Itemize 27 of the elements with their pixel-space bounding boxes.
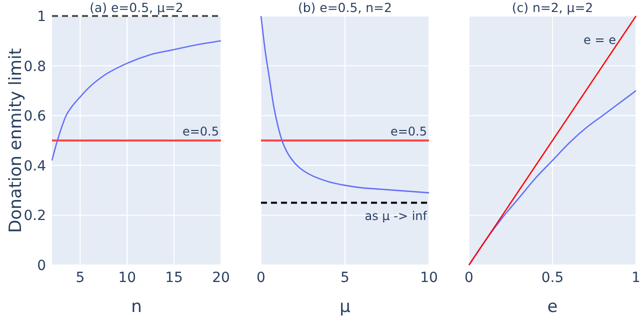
ref-line-label: e=0.5 <box>390 124 427 138</box>
ref-line-label: e=0.5 <box>182 124 219 138</box>
x-tick-label: 20 <box>212 270 230 286</box>
x-axis-title: n <box>131 297 142 317</box>
chart-title: (c) n=2, μ=2 <box>512 0 594 15</box>
y-axis-title: Donation enmity limit <box>6 48 26 233</box>
x-axis-title: μ <box>340 297 351 317</box>
chart-title: (b) e=0.5, n=2 <box>298 0 392 15</box>
chart-title: (a) e=0.5, μ=2 <box>90 0 184 15</box>
y-tick-label: 0.6 <box>24 108 46 125</box>
series-label: e = e <box>584 33 616 47</box>
ref-line-label: as μ -> inf <box>364 208 428 223</box>
y-tick-label: 1 <box>37 9 46 25</box>
x-tick-label: 15 <box>165 270 183 286</box>
y-tick-label: 0.2 <box>24 208 46 224</box>
x-tick-label: 0 <box>256 270 266 286</box>
y-tick-label: 0 <box>37 258 46 274</box>
x-tick-label: 0 <box>464 270 474 286</box>
x-tick-label: 1 <box>632 270 640 286</box>
y-tick-label: 0.4 <box>24 158 46 174</box>
x-tick-label: 5 <box>340 270 350 286</box>
x-tick-label: 5 <box>76 270 85 286</box>
x-tick-label: 0.5 <box>541 270 564 286</box>
x-axis-title: e <box>547 297 558 317</box>
x-tick-label: 10 <box>118 270 136 286</box>
x-tick-label: 10 <box>420 270 438 286</box>
y-tick-label: 0.8 <box>24 58 46 75</box>
